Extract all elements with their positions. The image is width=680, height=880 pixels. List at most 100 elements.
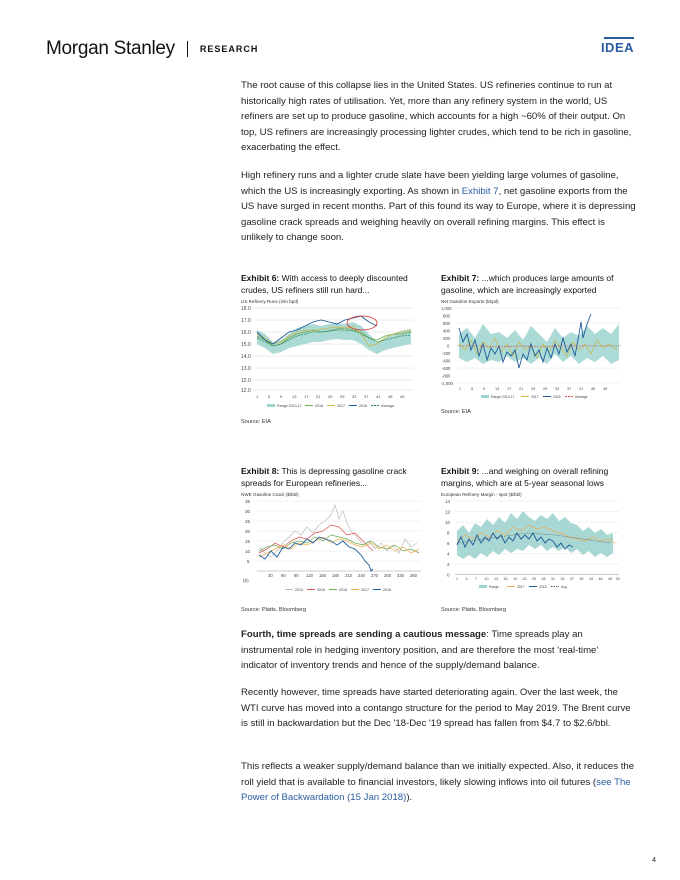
x-tick-label: 45 bbox=[591, 387, 595, 391]
exhibit-9-title-text: ...and weighing on overall refining marg… bbox=[441, 466, 609, 488]
exhibit-7: Exhibit 7: ...which produces large amoun… bbox=[441, 272, 631, 415]
exhibit-8-title-text: This is depressing gasoline crack spread… bbox=[241, 466, 407, 488]
paragraph-time-spreads: Fourth, time spreads are sending a cauti… bbox=[241, 627, 636, 674]
x-tick-label: 37 bbox=[567, 387, 571, 391]
x-tick-label: 9 bbox=[483, 387, 485, 391]
y-tick-label: 1,000 bbox=[441, 306, 452, 311]
highlight-circle bbox=[346, 315, 378, 331]
series-2018 bbox=[256, 315, 378, 345]
x-tick-label: 49 bbox=[400, 394, 405, 399]
x-tick-label: 120 bbox=[306, 573, 314, 578]
legend-label: 2017 bbox=[531, 395, 539, 399]
paragraph-roll-yield: This reflects a weaker supply/demand bal… bbox=[241, 759, 636, 806]
y-tick-label: 800 bbox=[443, 314, 451, 319]
x-tick-label: 330 bbox=[397, 573, 405, 578]
x-tick-label: 1 bbox=[256, 394, 259, 399]
x-tick-label: 49 bbox=[608, 577, 612, 581]
y-tick-label: 0 bbox=[447, 344, 450, 349]
y-tick-label: 35 bbox=[245, 499, 251, 504]
exhibit-8-title: Exhibit 8: This is depressing gasoline c… bbox=[241, 465, 431, 489]
series-2018 bbox=[258, 536, 374, 572]
x-tick-label: 43 bbox=[589, 577, 593, 581]
power-of-backwardation-link[interactable]: see The Power of Backwardation (15 Jan 2… bbox=[241, 776, 631, 804]
x-tick-label: 37 bbox=[570, 577, 574, 581]
y-tick-label: 8 bbox=[447, 531, 450, 536]
x-tick-label: 33 bbox=[352, 394, 357, 399]
legend-label: 2016 bbox=[339, 588, 347, 592]
x-tick-label: 7 bbox=[475, 577, 477, 581]
y-tick-label: (5) bbox=[243, 578, 249, 583]
exhibit-9-source: Source: Platts, Bloomberg bbox=[441, 607, 506, 613]
legend-label: Average bbox=[575, 395, 588, 399]
x-tick-label: 360 bbox=[410, 573, 418, 578]
x-tick-label: 31 bbox=[551, 577, 555, 581]
net-gasoline-exports-chart: 1,000 800 600 400 200 0 -200 -400 -600 -… bbox=[441, 306, 621, 399]
series-2018 bbox=[458, 313, 592, 369]
y-tick-label: 10 bbox=[245, 549, 251, 554]
chart-8-title: NWE Gasoline Crack ($/bbl) bbox=[241, 492, 299, 497]
exhibit-9-title: Exhibit 9: ...and weighing on overall re… bbox=[441, 465, 631, 489]
x-tick-label: 25 bbox=[531, 387, 535, 391]
x-tick-label: 17 bbox=[304, 394, 309, 399]
y-tick-label: 12.0 bbox=[241, 378, 251, 384]
y-tick-label: 30 bbox=[245, 509, 251, 514]
section-label: RESEARCH bbox=[199, 44, 259, 54]
legend-label: 2016 bbox=[315, 404, 323, 408]
idea-accent-bar bbox=[604, 37, 634, 39]
series-2017 bbox=[258, 536, 420, 558]
x-tick-label: 13 bbox=[495, 387, 499, 391]
x-tick-label: 29 bbox=[340, 394, 345, 399]
x-tick-label: 30 bbox=[268, 573, 273, 578]
chart-6-title: US Refinery Runs (mln bpd) bbox=[241, 299, 299, 304]
exhibit-7-source: Source: EIA bbox=[441, 409, 471, 415]
y-tick-label: 15.0 bbox=[241, 342, 251, 348]
paragraph-text: , net gasoline exports from the US have … bbox=[241, 185, 636, 244]
header: Morgan Stanley RESEARCH bbox=[46, 36, 258, 62]
x-tick-label: 9 bbox=[280, 394, 283, 399]
y-tick-label: 15 bbox=[245, 539, 251, 544]
x-tick-label: 49 bbox=[603, 387, 607, 391]
exhibit-6-title-text: With access to deeply discounted crudes,… bbox=[241, 273, 408, 295]
x-tick-label: 34 bbox=[561, 577, 565, 581]
y-tick-label: 200 bbox=[443, 336, 451, 341]
nwe-gasoline-crack-chart: 35 30 25 20 15 10 5 (5) 30 60 90 120 150… bbox=[243, 499, 421, 592]
x-tick-label: 13 bbox=[494, 577, 498, 581]
x-tick-label: 52 bbox=[616, 577, 620, 581]
y-tick-label: 4 bbox=[447, 552, 450, 557]
legend-label: Range bbox=[489, 585, 499, 589]
x-tick-label: 1 bbox=[456, 577, 458, 581]
y-tick-label: -600 bbox=[442, 366, 451, 371]
x-tick-label: 10 bbox=[485, 577, 489, 581]
exhibit-7-link[interactable]: Exhibit 7 bbox=[461, 185, 499, 197]
y-tick-label: -1,000 bbox=[441, 381, 454, 386]
x-tick-label: 16 bbox=[504, 577, 508, 581]
exhibit-6: Exhibit 6: With access to deeply discoun… bbox=[241, 272, 431, 425]
legend-label: 2018 bbox=[383, 588, 391, 592]
y-tick-label: 12 bbox=[445, 510, 451, 515]
x-tick-label: 29 bbox=[543, 387, 547, 391]
y-tick-label: 16.0 bbox=[241, 330, 251, 336]
y-tick-label: 20 bbox=[245, 529, 251, 534]
y-tick-label: 6 bbox=[447, 541, 450, 546]
chart-7-title: Net Gasoline Exports (kbpd) bbox=[441, 299, 499, 304]
series-avg bbox=[456, 532, 612, 544]
y-tick-label: 13.0 bbox=[241, 366, 251, 372]
series-2016 bbox=[258, 534, 420, 554]
legend-label: 2018 bbox=[553, 395, 561, 399]
y-tick-label: 25 bbox=[245, 519, 251, 524]
x-tick-label: 150 bbox=[319, 573, 327, 578]
y-tick-label: 10 bbox=[445, 520, 451, 525]
us-refinery-runs-chart: 18.0 17.0 16.0 15.0 14.0 13.0 12.0 12.0 … bbox=[241, 306, 413, 408]
exhibit-6-title: Exhibit 6: With access to deeply discoun… bbox=[241, 272, 431, 296]
legend-label: 2017 bbox=[337, 404, 345, 408]
range-band bbox=[459, 324, 619, 364]
range-band bbox=[457, 511, 613, 559]
x-tick-label: 37 bbox=[364, 394, 369, 399]
x-tick-label: 1 bbox=[459, 387, 461, 391]
legend-label: 2017 bbox=[517, 585, 525, 589]
x-tick-label: 4 bbox=[466, 577, 468, 581]
legend-label: Avg bbox=[561, 585, 567, 589]
series-2017 bbox=[458, 337, 618, 359]
x-tick-label: 17 bbox=[507, 387, 511, 391]
legend-label: 2017 bbox=[361, 588, 369, 592]
